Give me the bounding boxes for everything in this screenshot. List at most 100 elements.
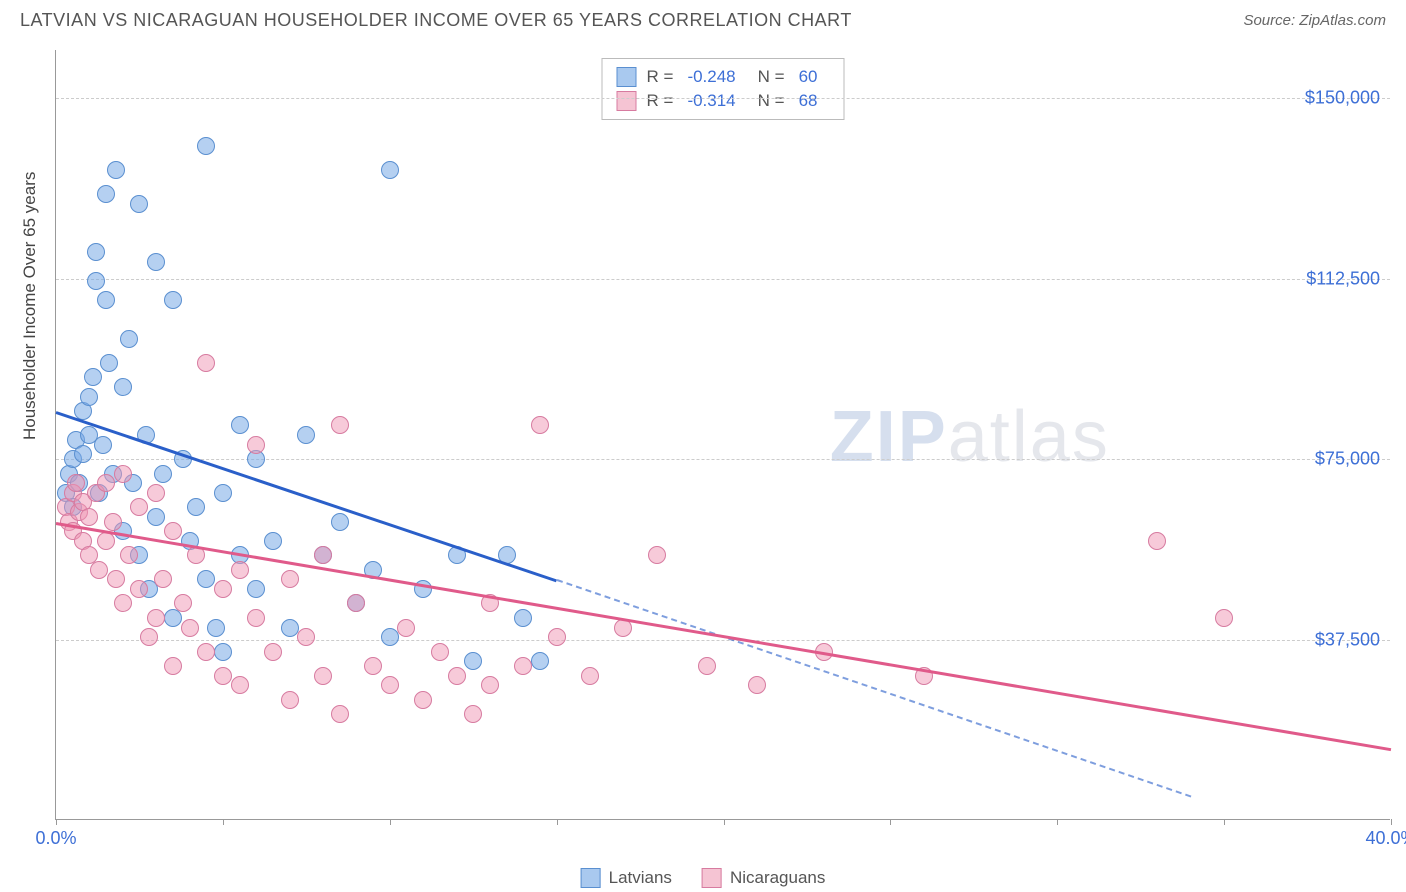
- data-point: [264, 643, 282, 661]
- data-point: [94, 436, 112, 454]
- x-tick: [1057, 819, 1058, 825]
- data-point: [154, 570, 172, 588]
- data-point: [281, 691, 299, 709]
- data-point: [164, 522, 182, 540]
- data-point: [381, 676, 399, 694]
- legend-swatch: [617, 67, 637, 87]
- data-point: [231, 416, 249, 434]
- gridline: [56, 98, 1390, 99]
- n-value: 68: [799, 91, 818, 111]
- data-point: [114, 465, 132, 483]
- data-point: [314, 667, 332, 685]
- data-point: [331, 416, 349, 434]
- data-point: [90, 561, 108, 579]
- data-point: [87, 272, 105, 290]
- y-tick-label: $150,000: [1305, 88, 1380, 109]
- data-point: [364, 657, 382, 675]
- data-point: [431, 643, 449, 661]
- data-point: [214, 643, 232, 661]
- x-tick: [557, 819, 558, 825]
- data-point: [100, 354, 118, 372]
- legend-swatch: [617, 91, 637, 111]
- series-legend: LatviansNicaraguans: [581, 868, 826, 888]
- data-point: [197, 570, 215, 588]
- x-tick: [223, 819, 224, 825]
- data-point: [104, 513, 122, 531]
- data-point: [698, 657, 716, 675]
- data-point: [331, 705, 349, 723]
- data-point: [154, 465, 172, 483]
- data-point: [481, 676, 499, 694]
- data-point: [147, 508, 165, 526]
- y-tick-label: $112,500: [1306, 268, 1380, 289]
- data-point: [147, 484, 165, 502]
- y-tick-label: $75,000: [1315, 449, 1380, 470]
- trend-line-extension: [556, 579, 1191, 797]
- x-tick: [1391, 819, 1392, 825]
- data-point: [147, 253, 165, 271]
- data-point: [130, 195, 148, 213]
- source-label: Source: ZipAtlas.com: [1243, 12, 1386, 29]
- data-point: [1215, 609, 1233, 627]
- legend-swatch: [702, 868, 722, 888]
- data-point: [107, 161, 125, 179]
- x-tick-label-start: 0.0%: [35, 828, 76, 849]
- data-point: [80, 508, 98, 526]
- data-point: [164, 291, 182, 309]
- data-point: [80, 388, 98, 406]
- data-point: [297, 426, 315, 444]
- data-point: [74, 445, 92, 463]
- y-axis-label: Householder Income Over 65 years: [20, 172, 40, 440]
- data-point: [197, 643, 215, 661]
- y-tick-label: $37,500: [1315, 629, 1380, 650]
- watermark-zip: ZIP: [830, 397, 948, 477]
- data-point: [197, 137, 215, 155]
- data-point: [331, 513, 349, 531]
- data-point: [107, 570, 125, 588]
- x-tick: [724, 819, 725, 825]
- data-point: [648, 546, 666, 564]
- data-point: [281, 570, 299, 588]
- data-point: [531, 416, 549, 434]
- data-point: [97, 474, 115, 492]
- data-point: [514, 657, 532, 675]
- data-point: [214, 484, 232, 502]
- data-point: [114, 378, 132, 396]
- x-tick: [1224, 819, 1225, 825]
- data-point: [174, 594, 192, 612]
- n-label: N =: [758, 91, 785, 111]
- data-point: [67, 474, 85, 492]
- data-point: [197, 354, 215, 372]
- data-point: [464, 705, 482, 723]
- data-point: [97, 185, 115, 203]
- data-point: [381, 161, 399, 179]
- data-point: [231, 676, 249, 694]
- data-point: [187, 498, 205, 516]
- data-point: [120, 330, 138, 348]
- data-point: [514, 609, 532, 627]
- legend-label: Latvians: [609, 868, 672, 888]
- data-point: [247, 436, 265, 454]
- stats-row: R =-0.314N =68: [617, 89, 830, 113]
- data-point: [347, 594, 365, 612]
- data-point: [114, 594, 132, 612]
- data-point: [130, 580, 148, 598]
- gridline: [56, 279, 1390, 280]
- r-label: R =: [647, 67, 674, 87]
- data-point: [214, 580, 232, 598]
- chart-plot-area: ZIPatlas R =-0.248N =60R =-0.314N =68 $3…: [55, 50, 1390, 820]
- data-point: [164, 657, 182, 675]
- data-point: [120, 546, 138, 564]
- data-point: [381, 628, 399, 646]
- data-point: [97, 291, 115, 309]
- r-value: -0.248: [687, 67, 735, 87]
- r-label: R =: [647, 91, 674, 111]
- data-point: [297, 628, 315, 646]
- data-point: [140, 628, 158, 646]
- x-tick: [890, 819, 891, 825]
- data-point: [1148, 532, 1166, 550]
- data-point: [314, 546, 332, 564]
- data-point: [531, 652, 549, 670]
- data-point: [207, 619, 225, 637]
- watermark-atlas: atlas: [948, 397, 1110, 477]
